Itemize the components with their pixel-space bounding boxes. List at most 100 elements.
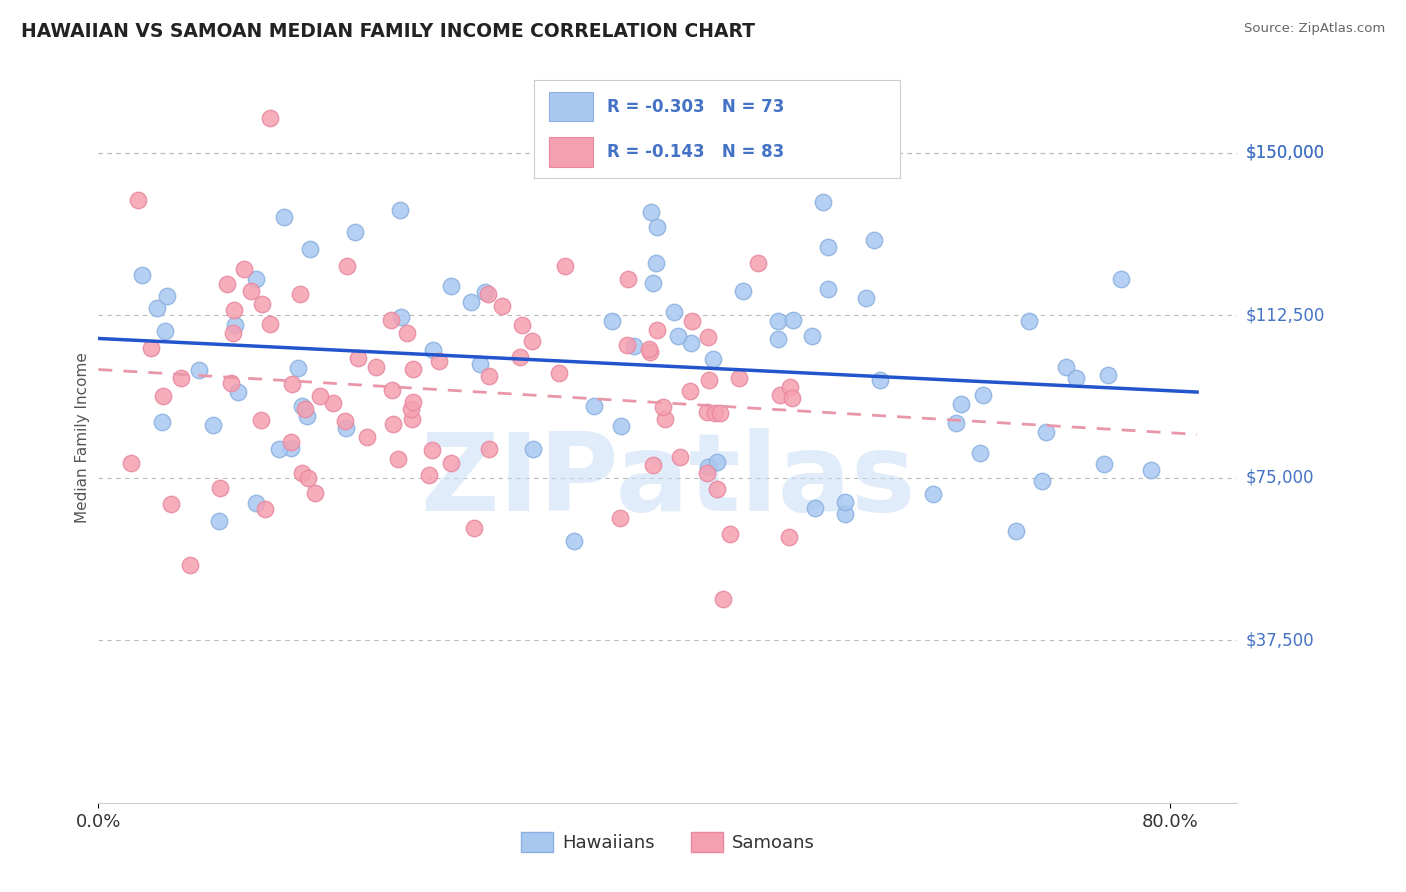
Point xyxy=(600,314,623,328)
Point xyxy=(364,360,387,375)
Point xyxy=(287,361,309,376)
Point xyxy=(1140,463,1163,477)
Legend: Hawaiians, Samoans: Hawaiians, Samoans xyxy=(513,824,823,860)
Point xyxy=(309,388,332,402)
Point xyxy=(811,195,834,210)
Point xyxy=(554,259,576,273)
Point xyxy=(336,259,359,273)
Text: ZIPatlas: ZIPatlas xyxy=(420,428,915,534)
Point xyxy=(720,527,742,541)
Point xyxy=(522,442,544,456)
Point xyxy=(803,500,825,515)
Point xyxy=(609,511,631,525)
Point xyxy=(727,371,749,385)
Point xyxy=(921,487,943,501)
Text: $37,500: $37,500 xyxy=(1246,632,1315,649)
Point xyxy=(709,406,731,420)
Point xyxy=(769,388,792,402)
FancyBboxPatch shape xyxy=(548,92,593,121)
Point xyxy=(478,442,501,456)
Point xyxy=(548,366,571,380)
Point xyxy=(440,456,463,470)
Point xyxy=(640,205,662,219)
Point xyxy=(1035,425,1057,439)
Point xyxy=(703,406,725,420)
Point xyxy=(170,371,193,385)
Point xyxy=(509,350,531,364)
Point xyxy=(322,396,344,410)
Point xyxy=(387,451,409,466)
Point xyxy=(420,442,443,457)
Point xyxy=(706,455,728,469)
Text: $112,500: $112,500 xyxy=(1246,306,1324,324)
Point xyxy=(245,496,267,510)
Point xyxy=(299,242,322,256)
Point xyxy=(208,514,231,528)
Point xyxy=(267,442,290,456)
Point xyxy=(645,256,668,270)
Point xyxy=(155,324,177,338)
Point xyxy=(666,329,689,343)
Point xyxy=(474,285,496,300)
Point xyxy=(834,507,856,521)
Point xyxy=(664,305,686,319)
Point xyxy=(817,282,839,296)
Point xyxy=(834,495,856,509)
Text: R = -0.303   N = 73: R = -0.303 N = 73 xyxy=(607,98,785,116)
Point xyxy=(401,402,423,417)
Point xyxy=(291,399,314,413)
Point xyxy=(304,486,326,500)
Point xyxy=(294,402,316,417)
Point xyxy=(120,456,142,470)
Point xyxy=(669,450,692,464)
Point xyxy=(250,297,273,311)
Point xyxy=(681,314,703,328)
Point xyxy=(731,284,754,298)
Point xyxy=(259,111,281,125)
Point xyxy=(427,354,450,368)
Point xyxy=(706,482,728,496)
Point xyxy=(638,345,661,359)
Point xyxy=(156,289,179,303)
Point xyxy=(335,421,357,435)
Point xyxy=(855,291,877,305)
Point xyxy=(273,211,295,225)
Point xyxy=(402,395,425,409)
FancyBboxPatch shape xyxy=(548,137,593,167)
Point xyxy=(209,481,232,495)
Point xyxy=(713,592,735,607)
Point xyxy=(623,339,645,353)
Text: R = -0.143   N = 83: R = -0.143 N = 83 xyxy=(607,143,785,161)
Point xyxy=(779,380,801,394)
Point xyxy=(1018,314,1040,328)
Point xyxy=(1097,368,1119,383)
Point xyxy=(188,363,211,377)
Point xyxy=(582,399,605,413)
Point xyxy=(224,318,246,333)
Point xyxy=(747,255,769,269)
Point xyxy=(259,317,281,331)
Point xyxy=(160,497,183,511)
Y-axis label: Median Family Income: Median Family Income xyxy=(75,351,90,523)
Point xyxy=(226,384,249,399)
Point xyxy=(949,397,972,411)
Point xyxy=(801,329,824,343)
Point xyxy=(381,384,404,398)
Point xyxy=(217,277,239,292)
Point xyxy=(253,501,276,516)
Point xyxy=(1064,370,1087,384)
Point xyxy=(645,220,668,235)
Point xyxy=(1005,524,1028,538)
Point xyxy=(766,332,789,346)
Point xyxy=(679,384,702,398)
Point xyxy=(221,326,243,340)
Point xyxy=(945,417,967,431)
Point xyxy=(146,301,169,315)
Point xyxy=(233,261,256,276)
Point xyxy=(610,419,633,434)
Point xyxy=(477,286,499,301)
Point xyxy=(381,417,404,432)
Point xyxy=(131,268,153,283)
Text: HAWAIIAN VS SAMOAN MEDIAN FAMILY INCOME CORRELATION CHART: HAWAIIAN VS SAMOAN MEDIAN FAMILY INCOME … xyxy=(21,22,755,41)
Point xyxy=(869,372,891,386)
